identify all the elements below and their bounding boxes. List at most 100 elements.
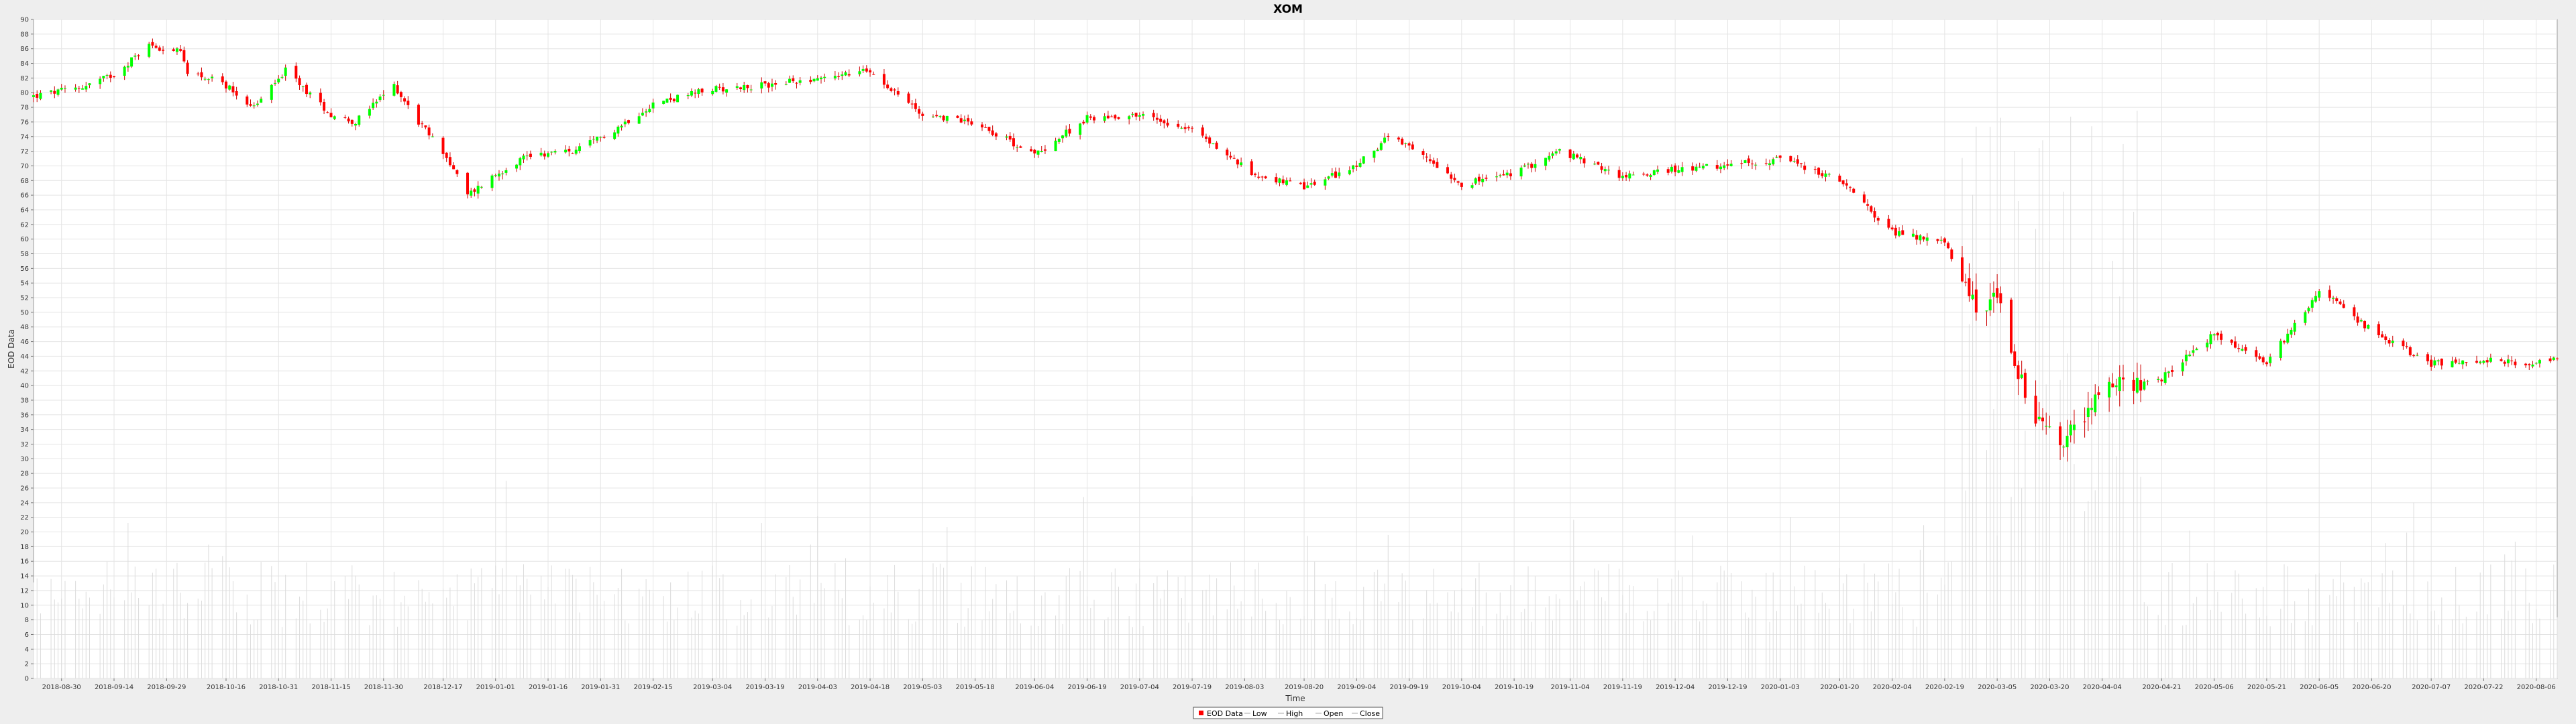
candle-body — [2310, 300, 2314, 308]
y-tick-label: 78 — [20, 105, 29, 112]
x-tick-label: 2020-04-04 — [2083, 684, 2122, 691]
candle-body — [1548, 156, 1551, 160]
candle-body — [158, 47, 161, 51]
candle-body — [1005, 136, 1008, 138]
candle-body — [2023, 373, 2027, 398]
candle-body — [1106, 115, 1110, 119]
candle-body — [2265, 362, 2268, 365]
candle-body — [2220, 333, 2223, 340]
x-tick-label: 2019-01-16 — [529, 684, 568, 691]
candle-body — [861, 68, 865, 71]
candle-body — [588, 140, 592, 146]
candle-body — [1992, 292, 1995, 297]
candle-body — [1499, 175, 1502, 176]
candle-body — [645, 111, 648, 113]
candle-body — [2108, 381, 2111, 398]
candle-body — [1152, 113, 1155, 117]
candle-body — [970, 121, 973, 125]
candle-body — [1726, 164, 1729, 166]
candle-body — [53, 90, 56, 94]
x-tick-label: 2019-07-19 — [1173, 684, 1212, 691]
candle-body — [2118, 377, 2121, 391]
candle-body — [1740, 163, 1743, 164]
candle-body — [256, 103, 259, 105]
candle-body — [1754, 164, 1758, 166]
y-tick-label: 82 — [20, 75, 29, 82]
candle-body — [700, 88, 704, 93]
candle-body — [2065, 436, 2069, 448]
candle-body — [2114, 385, 2118, 387]
candle-body — [274, 82, 277, 84]
candle-body — [452, 165, 455, 170]
candle-body — [648, 109, 651, 113]
x-tick-label: 2020-01-20 — [1820, 684, 1859, 691]
candle-body — [1379, 143, 1383, 150]
candle-body — [1747, 158, 1750, 163]
candle-body — [2261, 357, 2265, 363]
candle-body — [99, 78, 102, 84]
candle-body — [504, 170, 508, 173]
candle-body — [2353, 307, 2356, 316]
candle-body — [2048, 426, 2051, 428]
candle-body — [981, 124, 984, 128]
x-tick-label: 2019-03-04 — [693, 684, 732, 691]
candle-body — [2143, 381, 2146, 390]
candle-body — [1845, 183, 1848, 186]
x-tick-label: 2018-11-30 — [364, 684, 403, 691]
y-tick-label: 72 — [20, 148, 29, 156]
candle-body — [1309, 183, 1313, 185]
candle-body — [956, 115, 959, 118]
candle-body — [1509, 173, 1512, 176]
candle-body — [1358, 162, 1362, 167]
y-tick-label: 76 — [20, 119, 29, 126]
candle-body — [1960, 257, 1964, 282]
candle-body — [641, 113, 644, 116]
candle-body — [669, 97, 672, 100]
candle-body — [133, 55, 137, 57]
candle-body — [36, 94, 39, 98]
candle-body — [1505, 172, 1509, 176]
candle-body — [2241, 349, 2244, 351]
candle-body — [2367, 324, 2370, 329]
candle-body — [221, 76, 224, 82]
candle-body — [2279, 341, 2282, 358]
candle-body — [2475, 361, 2478, 363]
x-axis-label: Time — [1285, 694, 1305, 703]
candle-body — [760, 82, 763, 88]
x-tick-label: 2019-12-04 — [1656, 684, 1695, 691]
candle-body — [890, 88, 893, 91]
candle-body — [1456, 181, 1460, 183]
y-tick-label: 50 — [20, 309, 29, 316]
candle-body — [1421, 151, 1425, 155]
candle-body — [837, 76, 841, 77]
candle-body — [1008, 135, 1012, 140]
candle-body — [2552, 357, 2555, 361]
y-tick-label: 12 — [20, 587, 29, 595]
candle-body — [1407, 143, 1411, 146]
candle-body — [2139, 380, 2143, 391]
candle-body — [616, 126, 620, 134]
candle-body — [1680, 167, 1684, 172]
candle-body — [2097, 392, 2100, 396]
candle-body — [2440, 359, 2443, 366]
candle-body — [819, 77, 822, 80]
candle-body — [963, 119, 966, 121]
candle-body — [1597, 162, 1600, 165]
candle-body — [1764, 163, 1768, 164]
x-tick-label: 2020-02-19 — [1925, 684, 1964, 691]
candle-body — [1925, 237, 1929, 241]
candle-body — [651, 102, 655, 109]
y-tick-label: 28 — [20, 471, 29, 478]
candle-body — [1303, 182, 1306, 190]
candle-body — [1460, 182, 1463, 187]
candle-body — [1128, 116, 1131, 119]
candle-body — [2157, 379, 2160, 380]
x-tick-label: 2019-06-19 — [1067, 684, 1106, 691]
candle-body — [935, 115, 938, 117]
candle-body — [1894, 227, 1897, 236]
candle-body — [382, 95, 385, 96]
candle-body — [1082, 121, 1085, 124]
y-tick-label: 80 — [20, 90, 29, 97]
candle-body — [841, 74, 844, 76]
candle-body — [711, 90, 714, 95]
